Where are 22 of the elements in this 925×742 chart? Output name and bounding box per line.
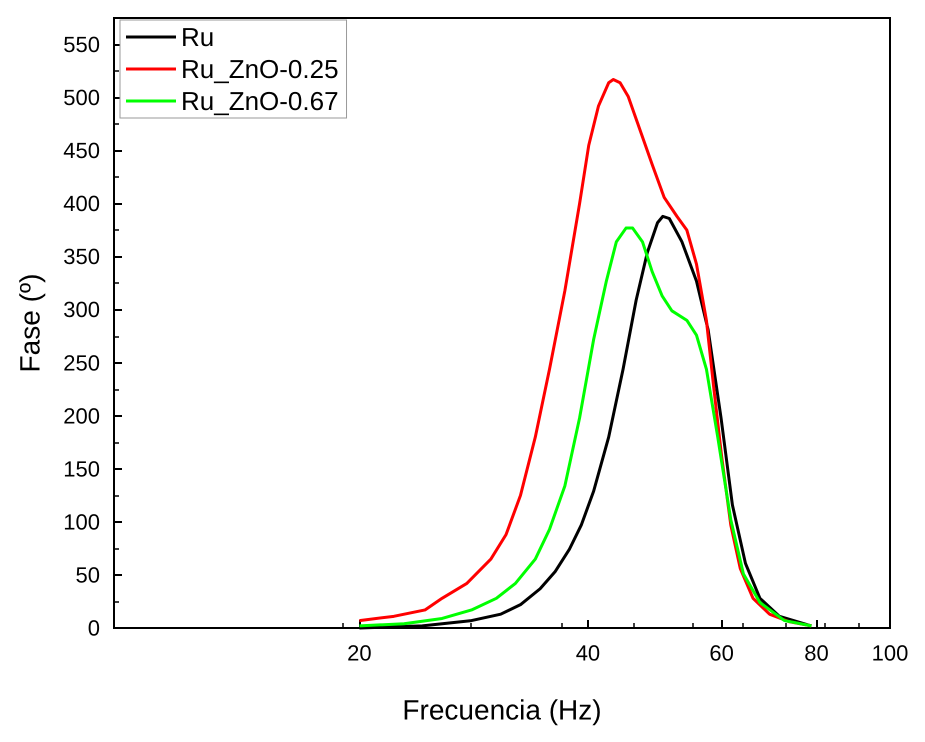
y-tick-label: 550 <box>63 32 100 58</box>
y-axis-title: Fase (º) <box>14 274 46 372</box>
x-tick-label: 100 <box>872 640 908 666</box>
y-tick-label: 350 <box>63 244 100 270</box>
y-tick-label: 250 <box>63 350 100 376</box>
y-tick-label: 200 <box>63 403 100 428</box>
legend-label: Ru_ZnO-0.67 <box>181 86 339 116</box>
x-tick-label: 80 <box>804 640 829 666</box>
legend-label: Ru_ZnO-0.25 <box>181 54 339 84</box>
x-axis-title: Frecuencia (Hz) <box>402 694 602 726</box>
x-tick-label: 20 <box>347 640 372 666</box>
y-tick-label: 50 <box>76 562 100 588</box>
x-tick-label: 60 <box>709 640 734 666</box>
y-tick-label: 300 <box>63 297 100 322</box>
y-tick-label: 100 <box>63 509 100 534</box>
legend-label: Ru <box>181 22 214 52</box>
y-tick-label: 450 <box>63 138 100 164</box>
y-tick-label: 0 <box>88 616 100 640</box>
y-tick-label: 400 <box>63 191 100 216</box>
x-tick-label: 40 <box>576 640 600 666</box>
y-tick-label: 150 <box>63 456 100 482</box>
y-tick-label: 500 <box>63 85 100 110</box>
